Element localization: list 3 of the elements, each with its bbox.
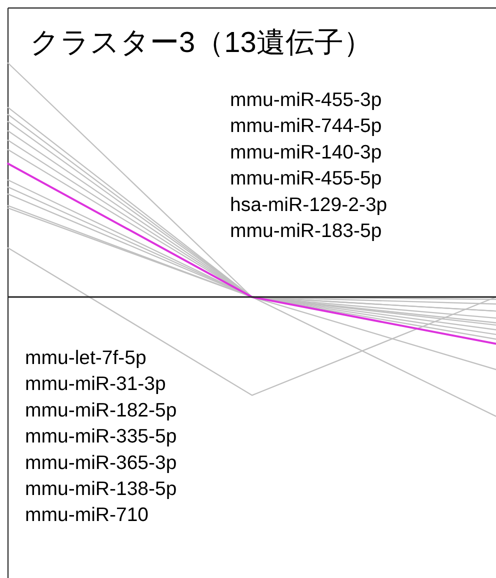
chart-title: クラスター3（13遺伝子） [30,27,372,59]
annotation: mmu-let-7f-5p mmu-miR-31-3p mmu-miR-182-5p mmu-miR-335-5p mmu-miR-365-3p mmu-miR-138-5p mmu-miR-710 [25,347,177,526]
annotation: mmu-miR-455-3p mmu-miR-744-5p mmu-miR-140-3p mmu-miR-455-5p hsa-miR-129-2-3p mmu-miR-183-5p [230,89,388,242]
